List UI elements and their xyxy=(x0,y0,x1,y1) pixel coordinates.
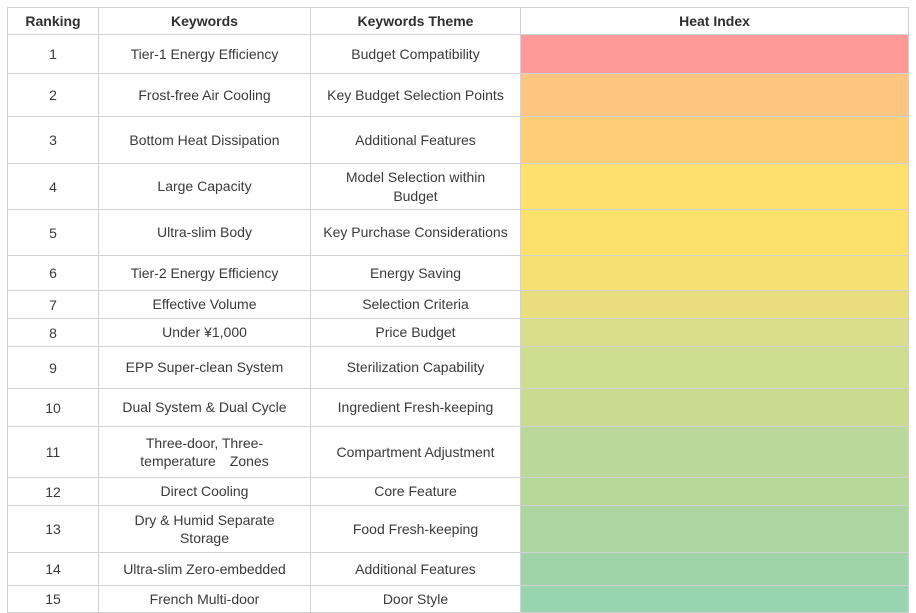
table-row: 7 Effective Volume Selection Criteria xyxy=(7,290,909,319)
theme-cell: Budget Compatibility xyxy=(310,34,521,74)
heat-bar xyxy=(520,552,909,586)
heat-bar xyxy=(520,73,909,117)
table-row: 15 French Multi-door Door Style xyxy=(7,585,909,613)
theme-cell: Selection Criteria xyxy=(310,290,521,319)
table-row: 2 Frost-free Air Cooling Key Budget Sele… xyxy=(7,73,909,117)
theme-cell: Key Purchase Considerations xyxy=(310,209,521,256)
keywords-cell: Ultra-slim Zero-embedded xyxy=(98,552,311,586)
heat-bar xyxy=(520,388,909,427)
keywords-heat-index-table: Ranking Keywords Keywords Theme Heat Ind… xyxy=(7,7,909,613)
table-header-row: Ranking Keywords Keywords Theme Heat Ind… xyxy=(7,7,909,35)
rank-cell: 8 xyxy=(7,318,99,347)
keywords-cell: Ultra-slim Body xyxy=(98,209,311,256)
table-row: 4 Large Capacity Model Selection within … xyxy=(7,163,909,210)
theme-cell: Key Budget Selection Points xyxy=(310,73,521,117)
table-row: 12 Direct Cooling Core Feature xyxy=(7,477,909,506)
theme-cell: Door Style xyxy=(310,585,521,613)
rank-cell: 12 xyxy=(7,477,99,506)
rank-cell: 10 xyxy=(7,388,99,427)
theme-cell: Food Fresh-keeping xyxy=(310,505,521,553)
heat-bar xyxy=(520,585,909,613)
heat-bar xyxy=(520,209,909,256)
heat-bar xyxy=(520,116,909,164)
keywords-cell: Three-door, Three- temperature Zones xyxy=(98,426,311,478)
heat-bar xyxy=(520,505,909,553)
table-row: 10 Dual System & Dual Cycle Ingredient F… xyxy=(7,388,909,427)
table-row: 1 Tier-1 Energy Efficiency Budget Compat… xyxy=(7,34,909,74)
table-row: 3 Bottom Heat Dissipation Additional Fea… xyxy=(7,116,909,164)
keywords-cell: Tier-2 Energy Efficiency xyxy=(98,255,311,291)
table-row: 6 Tier-2 Energy Efficiency Energy Saving xyxy=(7,255,909,291)
table-row: 14 Ultra-slim Zero-embedded Additional F… xyxy=(7,552,909,586)
rank-cell: 6 xyxy=(7,255,99,291)
heat-bar xyxy=(520,163,909,210)
rank-cell: 5 xyxy=(7,209,99,256)
heat-bar xyxy=(520,290,909,319)
table-row: 5 Ultra-slim Body Key Purchase Considera… xyxy=(7,209,909,256)
col-header-heat-index: Heat Index xyxy=(520,7,909,35)
keywords-cell: Under ¥1,000 xyxy=(98,318,311,347)
rank-cell: 7 xyxy=(7,290,99,319)
heat-bar xyxy=(520,346,909,389)
rank-cell: 2 xyxy=(7,73,99,117)
rank-cell: 9 xyxy=(7,346,99,389)
keywords-cell: Frost-free Air Cooling xyxy=(98,73,311,117)
keywords-cell: French Multi-door xyxy=(98,585,311,613)
rank-cell: 1 xyxy=(7,34,99,74)
heat-bar xyxy=(520,477,909,506)
col-header-ranking: Ranking xyxy=(7,7,99,35)
rank-cell: 11 xyxy=(7,426,99,478)
rank-cell: 3 xyxy=(7,116,99,164)
col-header-keywords-theme: Keywords Theme xyxy=(310,7,521,35)
theme-cell: Energy Saving xyxy=(310,255,521,291)
keywords-cell: EPP Super-clean System xyxy=(98,346,311,389)
keywords-cell: Dual System & Dual Cycle xyxy=(98,388,311,427)
rank-cell: 13 xyxy=(7,505,99,553)
table-row: 13 Dry & Humid Separate Storage Food Fre… xyxy=(7,505,909,553)
theme-cell: Additional Features xyxy=(310,116,521,164)
keywords-cell: Dry & Humid Separate Storage xyxy=(98,505,311,553)
keywords-cell: Large Capacity xyxy=(98,163,311,210)
table-row: 11 Three-door, Three- temperature Zones … xyxy=(7,426,909,478)
heat-bar xyxy=(520,318,909,347)
heat-bar xyxy=(520,426,909,478)
rank-cell: 14 xyxy=(7,552,99,586)
heat-bar xyxy=(520,255,909,291)
theme-cell: Sterilization Capability xyxy=(310,346,521,389)
rank-cell: 4 xyxy=(7,163,99,210)
heat-bar xyxy=(520,34,909,74)
table-row: 9 EPP Super-clean System Sterilization C… xyxy=(7,346,909,389)
theme-cell: Model Selection within Budget xyxy=(310,163,521,210)
keywords-cell: Direct Cooling xyxy=(98,477,311,506)
theme-cell: Additional Features xyxy=(310,552,521,586)
col-header-keywords: Keywords xyxy=(98,7,311,35)
keywords-cell: Bottom Heat Dissipation xyxy=(98,116,311,164)
keywords-cell: Effective Volume xyxy=(98,290,311,319)
theme-cell: Price Budget xyxy=(310,318,521,347)
theme-cell: Ingredient Fresh-keeping xyxy=(310,388,521,427)
theme-cell: Compartment Adjustment xyxy=(310,426,521,478)
keywords-cell: Tier-1 Energy Efficiency xyxy=(98,34,311,74)
theme-cell: Core Feature xyxy=(310,477,521,506)
table-row: 8 Under ¥1,000 Price Budget xyxy=(7,318,909,347)
rank-cell: 15 xyxy=(7,585,99,613)
